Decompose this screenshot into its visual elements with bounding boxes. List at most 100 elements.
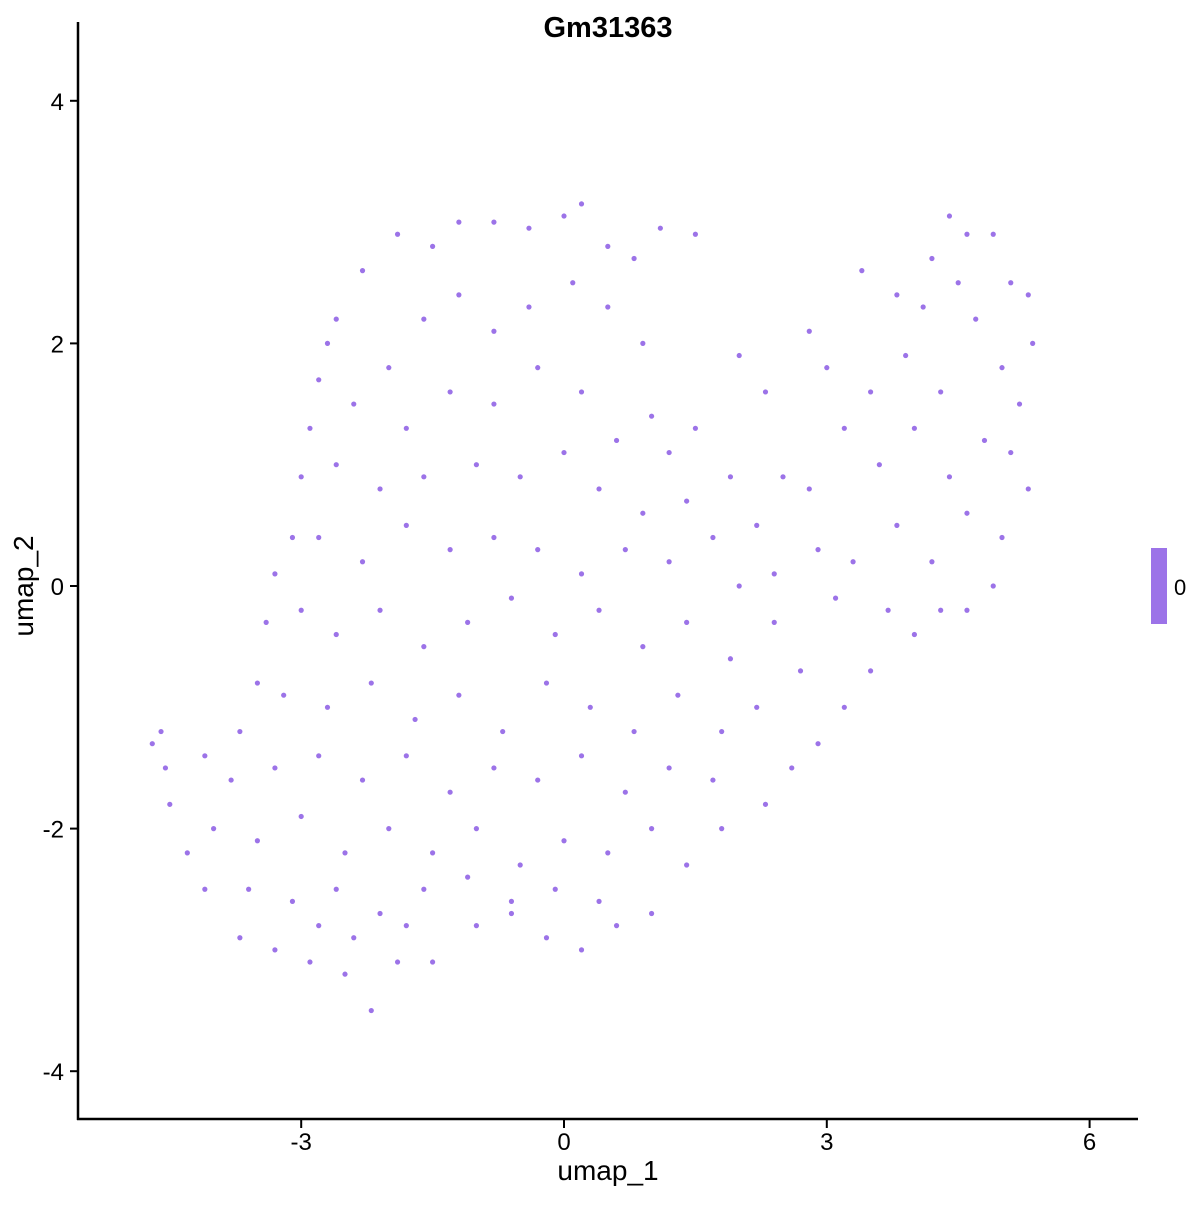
data-point xyxy=(929,559,935,565)
y-ticks: -4 -2 0 2 4 xyxy=(43,89,78,1086)
y-tick-label: 0 xyxy=(51,574,64,601)
x-ticks: -3 0 3 6 xyxy=(291,1120,1096,1156)
data-point xyxy=(158,728,164,735)
data-point xyxy=(754,522,760,528)
data-point xyxy=(684,619,690,625)
data-point xyxy=(684,498,690,504)
data-point xyxy=(605,243,611,249)
data-point xyxy=(386,826,392,832)
data-point xyxy=(272,571,278,577)
data-point xyxy=(859,268,865,274)
data-point xyxy=(412,716,418,723)
data-point xyxy=(771,619,777,625)
data-point xyxy=(289,898,296,904)
data-point xyxy=(1030,340,1036,346)
data-point xyxy=(403,522,409,528)
data-point xyxy=(727,656,734,662)
data-point xyxy=(535,365,541,371)
data-point xyxy=(351,401,357,407)
data-point xyxy=(578,571,585,577)
data-point xyxy=(377,910,383,917)
data-point xyxy=(324,340,331,346)
data-point xyxy=(631,255,637,262)
data-point xyxy=(491,534,497,541)
data-point xyxy=(649,910,655,917)
data-point xyxy=(491,401,497,407)
data-point xyxy=(631,728,637,735)
data-point xyxy=(500,728,506,735)
data-point xyxy=(596,607,602,613)
chart-title: Gm31363 xyxy=(544,12,673,44)
data-point xyxy=(184,850,190,856)
data-point xyxy=(508,898,515,904)
data-point xyxy=(596,486,602,492)
data-point xyxy=(316,923,322,929)
data-point xyxy=(649,826,655,832)
data-point xyxy=(298,607,304,613)
data-point xyxy=(719,826,725,832)
data-point xyxy=(246,886,252,892)
data-point xyxy=(613,437,620,444)
data-point xyxy=(754,704,760,710)
data-point xyxy=(666,765,672,771)
data-point xyxy=(946,213,953,219)
data-point xyxy=(938,389,944,395)
data-point xyxy=(324,704,331,710)
data-point xyxy=(762,389,769,395)
data-point xyxy=(850,559,856,565)
data-point xyxy=(824,365,830,371)
data-point xyxy=(762,801,769,807)
data-point xyxy=(578,389,585,395)
data-point xyxy=(237,935,243,941)
data-point xyxy=(640,340,646,346)
data-point xyxy=(649,413,655,419)
data-point xyxy=(333,631,339,638)
data-point xyxy=(771,571,777,577)
data-point xyxy=(561,213,567,219)
data-point xyxy=(465,874,471,880)
data-point xyxy=(359,559,366,565)
data-point xyxy=(535,777,541,783)
data-point xyxy=(710,777,716,783)
data-point xyxy=(307,425,313,431)
data-point xyxy=(920,304,926,310)
data-point xyxy=(386,365,392,371)
data-point xyxy=(149,741,155,747)
data-point xyxy=(403,425,409,431)
data-point xyxy=(736,352,742,359)
data-point xyxy=(202,753,208,759)
data-point xyxy=(543,680,550,686)
data-point xyxy=(841,704,847,710)
y-tick-label: -4 xyxy=(43,1059,64,1086)
data-point xyxy=(806,328,812,334)
data-point xyxy=(447,389,453,395)
data-point xyxy=(561,838,567,844)
data-point xyxy=(911,631,918,638)
data-point xyxy=(298,813,304,820)
data-point xyxy=(675,692,681,698)
data-point xyxy=(473,923,479,929)
points-layer xyxy=(149,201,1036,1014)
data-point xyxy=(727,474,734,480)
data-point xyxy=(333,316,339,322)
data-point xyxy=(596,898,602,904)
data-point xyxy=(316,377,322,383)
data-point xyxy=(526,225,532,231)
data-point xyxy=(394,231,401,237)
data-point xyxy=(955,280,961,286)
data-point xyxy=(605,304,611,310)
data-point xyxy=(578,753,585,759)
data-point xyxy=(964,607,970,613)
data-point xyxy=(613,923,620,929)
data-point xyxy=(333,886,339,892)
data-point xyxy=(1008,449,1014,456)
data-point xyxy=(868,668,874,674)
data-point xyxy=(473,462,479,468)
data-point xyxy=(377,486,383,492)
data-point xyxy=(465,619,471,625)
data-point xyxy=(894,292,900,298)
data-point xyxy=(543,935,550,941)
data-point xyxy=(162,765,169,771)
data-point xyxy=(421,644,427,650)
